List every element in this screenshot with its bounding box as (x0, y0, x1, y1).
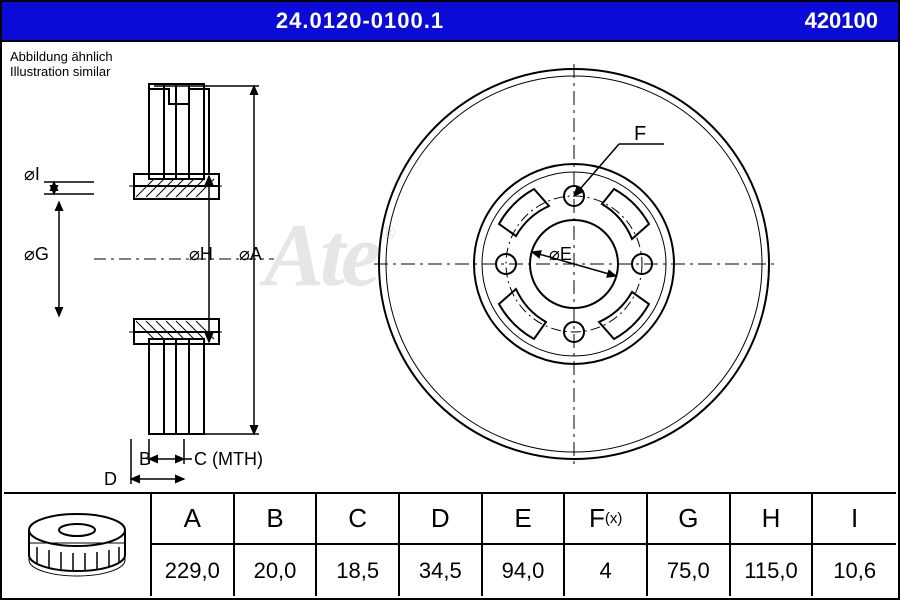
val-A: 229,0 (152, 545, 235, 596)
col-I: I (813, 494, 896, 545)
val-E: 94,0 (483, 545, 566, 596)
header-code: 420100 (698, 8, 878, 34)
val-I: 10,6 (813, 545, 896, 596)
val-C: 18,5 (317, 545, 400, 596)
label-E-text: ⌀E (549, 244, 572, 264)
label-F-text: F (634, 123, 646, 145)
spec-grid: A B C D E F(x) G H I 229,0 20,0 18,5 34,… (152, 494, 896, 596)
disc-icon (17, 505, 137, 585)
spec-table: A B C D E F(x) G H I 229,0 20,0 18,5 34,… (4, 492, 896, 596)
val-B: 20,0 (235, 545, 318, 596)
col-H: H (731, 494, 814, 545)
col-D: D (400, 494, 483, 545)
page: 24.0120-0100.1 420100 Abbildung ähnlich … (0, 0, 900, 600)
disc-icon-cell (4, 494, 152, 596)
drawing-area: Ate® (4, 44, 896, 488)
col-F-label: F (589, 503, 605, 534)
col-E: E (483, 494, 566, 545)
val-G: 75,0 (648, 545, 731, 596)
front-view: F ⌀E (364, 54, 784, 474)
col-G: G (648, 494, 731, 545)
front-view-svg: F ⌀E (364, 54, 784, 474)
header-bar: 24.0120-0100.1 420100 (2, 2, 898, 42)
col-A: A (152, 494, 235, 545)
val-F: 4 (565, 545, 648, 596)
col-F-sub: (x) (605, 510, 623, 527)
col-F: F(x) (565, 494, 648, 545)
col-C: C (317, 494, 400, 545)
col-B: B (235, 494, 318, 545)
val-H: 115,0 (731, 545, 814, 596)
val-D: 34,5 (400, 545, 483, 596)
part-number: 24.0120-0100.1 (22, 8, 698, 34)
dim-lines-left (4, 44, 364, 494)
